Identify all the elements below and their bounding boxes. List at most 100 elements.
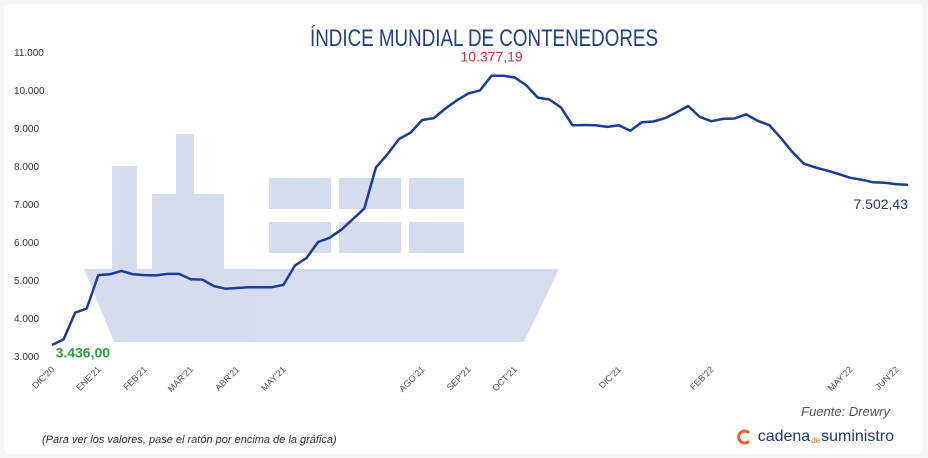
data-point[interactable]: 4140 bbox=[70, 308, 80, 318]
data-point[interactable]: 7640 bbox=[857, 175, 867, 185]
brand-name: cadenadesuministro bbox=[758, 428, 894, 446]
data-point[interactable]: 5120 bbox=[151, 270, 161, 280]
data-point[interactable]: 9080 bbox=[579, 120, 589, 130]
data-point[interactable]: 4790 bbox=[232, 283, 242, 293]
data-point[interactable]: 7502 bbox=[903, 180, 913, 190]
data-point[interactable]: 9070 bbox=[591, 120, 601, 130]
data-point[interactable]: 7690 bbox=[845, 173, 855, 183]
x-tick-label: ENE'21 bbox=[74, 364, 102, 392]
data-point[interactable]: 6000 bbox=[313, 237, 323, 247]
x-tick-label: AGO'21 bbox=[397, 364, 427, 394]
y-tick-label: 5.000 bbox=[14, 276, 39, 287]
brand-word-3: suministro bbox=[821, 428, 894, 445]
data-point[interactable]: 4250 bbox=[82, 304, 92, 314]
x-tick-label: DIC'21 bbox=[597, 364, 623, 390]
data-point[interactable]: 9410 bbox=[672, 107, 682, 117]
data-point[interactable]: 4870 bbox=[278, 280, 288, 290]
chart-card: ÍNDICE MUNDIAL DE CONTENEDORES 3.000 4.00… bbox=[4, 4, 922, 454]
data-point[interactable]: 5580 bbox=[301, 253, 311, 263]
data-point[interactable]: 9080 bbox=[764, 120, 774, 130]
y-tick-label: 11.000 bbox=[14, 48, 44, 59]
source-label: Fuente: Drewry bbox=[801, 404, 890, 419]
data-point[interactable]: 4840 bbox=[209, 281, 219, 291]
data-point[interactable]: 9800 bbox=[533, 93, 543, 103]
data-point[interactable]: 9070 bbox=[568, 120, 578, 130]
data-point[interactable]: 4810 bbox=[267, 282, 277, 292]
y-axis: 3.000 4.000 5.000 6.000 7.000 8.000 9.000 10.00… bbox=[14, 48, 45, 363]
data-point[interactable]: 6320 bbox=[336, 225, 346, 235]
data-point[interactable]: 4810 bbox=[244, 282, 254, 292]
x-tick-label: SEP'21 bbox=[445, 364, 473, 392]
y-tick-label: 8.000 bbox=[14, 162, 39, 173]
data-point[interactable]: 9910 bbox=[463, 88, 473, 98]
data-point[interactable]: 8740 bbox=[776, 133, 786, 143]
data-point[interactable]: 7960 bbox=[810, 163, 820, 173]
data-point[interactable]: 10330 bbox=[510, 72, 520, 82]
data-point[interactable]: 9070 bbox=[614, 120, 624, 130]
data-point[interactable]: 9180 bbox=[706, 116, 716, 126]
data-point[interactable]: 9290 bbox=[695, 112, 705, 122]
data-point[interactable]: 7960 bbox=[371, 163, 381, 173]
data-point[interactable]: 5150 bbox=[105, 269, 115, 279]
data-point[interactable]: 5160 bbox=[163, 269, 173, 279]
data-point[interactable]: 5020 bbox=[186, 274, 196, 284]
data-point[interactable]: 9260 bbox=[660, 113, 670, 123]
data-point[interactable]: 5130 bbox=[93, 270, 103, 280]
data-point[interactable]: 9260 bbox=[429, 113, 439, 123]
data-point[interactable]: 7570 bbox=[868, 177, 878, 187]
data-point[interactable]: 9170 bbox=[649, 117, 659, 127]
data-point[interactable]: 4770 bbox=[221, 284, 231, 294]
data-point[interactable]: 8930 bbox=[625, 126, 635, 136]
data-point[interactable]: 5010 bbox=[197, 275, 207, 285]
data-point[interactable]: 9250 bbox=[729, 114, 739, 124]
x-tick-label: ABR'21 bbox=[213, 364, 241, 392]
data-point[interactable]: 9990 bbox=[475, 85, 485, 95]
data-point[interactable]: 9360 bbox=[741, 109, 751, 119]
brand-mark-icon bbox=[736, 429, 750, 445]
data-point[interactable]: 7880 bbox=[822, 166, 832, 176]
data-point[interactable]: 8370 bbox=[787, 147, 797, 157]
data-point[interactable]: 7560 bbox=[880, 178, 890, 188]
data-point[interactable]: 9540 bbox=[556, 102, 566, 112]
data-point[interactable]: 5130 bbox=[140, 270, 150, 280]
data-point[interactable]: 7520 bbox=[891, 179, 901, 189]
data-point[interactable]: 8880 bbox=[406, 128, 416, 138]
y-tick-label: 10.000 bbox=[14, 86, 45, 97]
data-point[interactable]: 10377 bbox=[487, 71, 497, 81]
data-point[interactable]: 9510 bbox=[440, 104, 450, 114]
x-tick-label: FEB'21 bbox=[121, 364, 149, 392]
data-point[interactable]: 8310 bbox=[382, 149, 392, 159]
data-point[interactable]: 6880 bbox=[359, 204, 369, 214]
data-point[interactable]: 6600 bbox=[348, 214, 358, 224]
data-point[interactable]: 5160 bbox=[174, 269, 184, 279]
y-tick-label: 9.000 bbox=[14, 124, 39, 135]
data-point[interactable]: 10377 bbox=[498, 71, 508, 81]
data-point[interactable]: 10120 bbox=[521, 80, 531, 90]
data-point[interactable]: 9730 bbox=[452, 95, 462, 105]
data-point[interactable]: 9150 bbox=[637, 117, 647, 127]
data-point[interactable]: 5380 bbox=[290, 261, 300, 271]
data-point[interactable]: 7790 bbox=[834, 169, 844, 179]
data-point[interactable]: 5150 bbox=[128, 269, 138, 279]
data-point[interactable]: 8710 bbox=[394, 134, 404, 144]
series-layer: 3290343641404250513051505240515051305120… bbox=[51, 71, 913, 347]
data-point[interactable]: 4810 bbox=[255, 282, 265, 292]
data-point[interactable]: 9580 bbox=[683, 101, 693, 111]
data-point[interactable]: 6110 bbox=[325, 233, 335, 243]
x-tick-label: JUN'22 bbox=[873, 364, 901, 392]
x-tick-label: FEB'22 bbox=[688, 364, 716, 392]
value-annotation: 10.377,19 bbox=[460, 49, 522, 65]
data-point[interactable]: 9750 bbox=[544, 95, 554, 105]
data-point[interactable]: 5240 bbox=[116, 266, 126, 276]
data-point[interactable]: 8060 bbox=[799, 159, 809, 169]
annotation-layer: 3.436,00 10.377,19 7.502,43 bbox=[56, 49, 909, 361]
data-point[interactable]: 9210 bbox=[417, 115, 427, 125]
line-chart[interactable]: ÍNDICE MUNDIAL DE CONTENEDORES 3.000 4.00… bbox=[4, 4, 922, 454]
data-point[interactable]: 3436 bbox=[59, 334, 69, 344]
ship-watermark bbox=[84, 134, 559, 342]
data-point[interactable]: 9190 bbox=[753, 116, 763, 126]
data-point[interactable]: 9030 bbox=[602, 122, 612, 132]
data-point[interactable]: 9240 bbox=[718, 114, 728, 124]
value-annotation: 3.436,00 bbox=[56, 344, 111, 360]
x-tick-label: OCT'21 bbox=[490, 364, 519, 393]
